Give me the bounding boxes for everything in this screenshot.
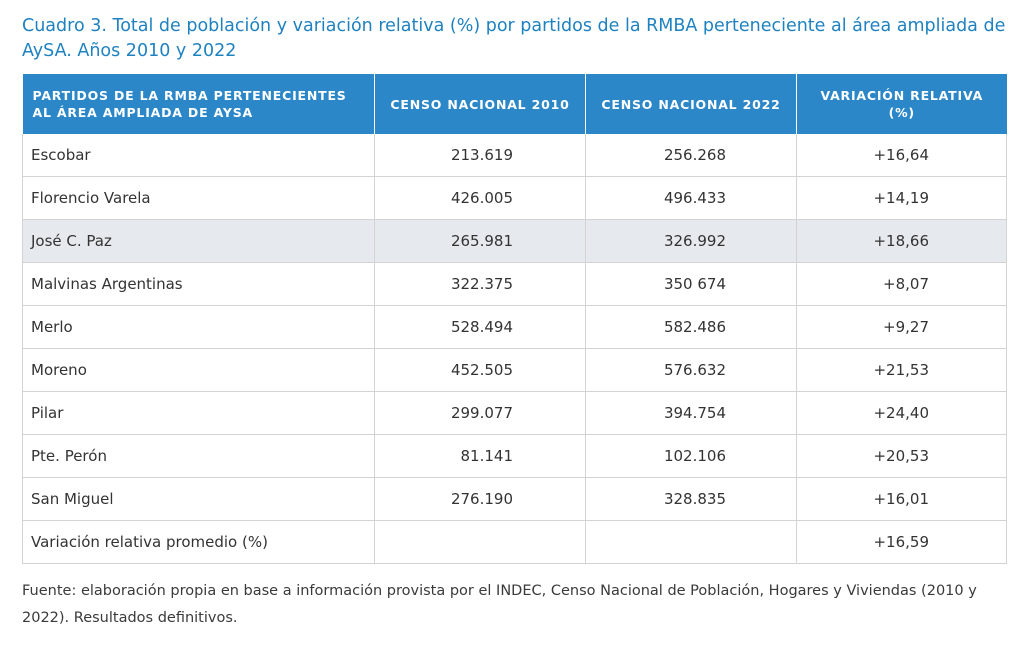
cell-censo-2010: 81.141 <box>374 434 586 478</box>
source-note: Fuente: elaboración propia en base a inf… <box>22 583 977 626</box>
cell-partido: Escobar <box>22 134 375 177</box>
header-variacion: VARIACIÓN RELATIVA (%) <box>796 74 1007 134</box>
cell-censo-2010: 322.375 <box>374 262 586 306</box>
cell-variacion: +24,40 <box>796 391 1007 435</box>
table-row: Pilar 299.077 394.754 +24,40 <box>22 391 1007 435</box>
cell-partido: José C. Paz <box>22 219 375 263</box>
cell-partido: Pte. Perón <box>22 434 375 478</box>
cell-partido: Malvinas Argentinas <box>22 262 375 306</box>
cell-censo-2010 <box>374 520 586 564</box>
table-row: Florencio Varela 426.005 496.433 +14,19 <box>22 176 1007 220</box>
table-row: José C. Paz 265.981 326.992 +18,66 <box>22 219 1007 263</box>
cell-censo-2022 <box>585 520 797 564</box>
cell-variacion: +16,64 <box>796 134 1007 177</box>
header-censo-2010: CENSO NACIONAL 2010 <box>374 74 586 134</box>
table-row: Variación relativa promedio (%) +16,59 <box>22 520 1007 564</box>
cell-censo-2022: 576.632 <box>585 348 797 392</box>
table-row: Moreno 452.505 576.632 +21,53 <box>22 348 1007 392</box>
header-censo-2022: CENSO NACIONAL 2022 <box>585 74 797 134</box>
cell-censo-2010: 426.005 <box>374 176 586 220</box>
cell-partido: Moreno <box>22 348 375 392</box>
cell-partido: Variación relativa promedio (%) <box>22 520 375 564</box>
table-row: San Miguel 276.190 328.835 +16,01 <box>22 477 1007 521</box>
cell-censo-2010: 213.619 <box>374 134 586 177</box>
cell-partido: Florencio Varela <box>22 176 375 220</box>
cell-variacion: +16,59 <box>796 520 1007 564</box>
population-table: PARTIDOS DE LA RMBA PERTENECIENTES AL ÁR… <box>22 74 1007 564</box>
cell-partido: Pilar <box>22 391 375 435</box>
cell-censo-2022: 350 674 <box>585 262 797 306</box>
header-partidos: PARTIDOS DE LA RMBA PERTENECIENTES AL ÁR… <box>22 74 375 134</box>
header-partidos-line1: PARTIDOS DE LA RMBA PERTENECIENTES <box>32 88 347 103</box>
cell-variacion: +9,27 <box>796 305 1007 349</box>
cell-censo-2010: 528.494 <box>374 305 586 349</box>
table-row: Escobar 213.619 256.268 +16,64 <box>22 134 1007 177</box>
cell-censo-2010: 452.505 <box>374 348 586 392</box>
cell-censo-2022: 256.268 <box>585 134 797 177</box>
cell-censo-2022: 394.754 <box>585 391 797 435</box>
cell-variacion: +20,53 <box>796 434 1007 478</box>
header-partidos-line2: AL ÁREA AMPLIADA DE AYSA <box>32 105 253 120</box>
cell-censo-2010: 265.981 <box>374 219 586 263</box>
cell-censo-2022: 102.106 <box>585 434 797 478</box>
cell-partido: San Miguel <box>22 477 375 521</box>
table-row: Pte. Perón 81.141 102.106 +20,53 <box>22 434 1007 478</box>
cell-censo-2022: 496.433 <box>585 176 797 220</box>
cell-partido: Merlo <box>22 305 375 349</box>
table-row: Malvinas Argentinas 322.375 350 674 +8,07 <box>22 262 1007 306</box>
cell-censo-2010: 276.190 <box>374 477 586 521</box>
table-header-row: PARTIDOS DE LA RMBA PERTENECIENTES AL ÁR… <box>22 74 1007 134</box>
cell-variacion: +14,19 <box>796 176 1007 220</box>
cell-censo-2010: 299.077 <box>374 391 586 435</box>
table-title: Cuadro 3. Total de población y variación… <box>22 16 1006 61</box>
table-row: Merlo 528.494 582.486 +9,27 <box>22 305 1007 349</box>
cell-censo-2022: 326.992 <box>585 219 797 263</box>
cell-variacion: +18,66 <box>796 219 1007 263</box>
cell-censo-2022: 328.835 <box>585 477 797 521</box>
cell-censo-2022: 582.486 <box>585 305 797 349</box>
cell-variacion: +21,53 <box>796 348 1007 392</box>
cell-variacion: +16,01 <box>796 477 1007 521</box>
cell-variacion: +8,07 <box>796 262 1007 306</box>
